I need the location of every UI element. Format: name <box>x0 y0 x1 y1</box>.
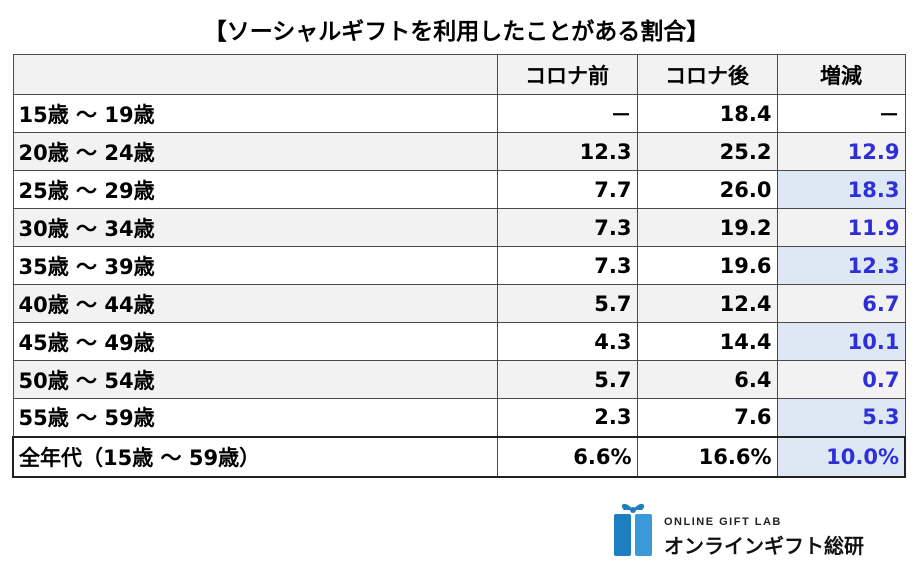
table-row: 40歳 ～ 44歳 5.7 12.4 6.7 <box>12 284 906 323</box>
after-value: 6.4 <box>636 360 778 399</box>
total-label: 全年代（15歳 ～ 59歳） <box>12 435 498 478</box>
after-value: 12.4 <box>636 284 778 323</box>
table-row: 35歳 ～ 39歳 7.3 19.6 12.3 <box>12 246 906 285</box>
diff-value: 5.3 <box>776 398 906 437</box>
after-value: 14.4 <box>636 322 778 361</box>
before-value: 7.3 <box>496 208 638 247</box>
brand-logo: ONLINE GIFT LAB オンラインギフト総研 <box>612 498 902 560</box>
before-value: 2.3 <box>496 398 638 437</box>
total-diff-value: 10.0% <box>776 435 906 478</box>
before-value: － <box>496 94 638 133</box>
table-row: 15歳 ～ 19歳－ 18.4 － <box>12 94 906 133</box>
row-label: 45歳 ～ 49歳 <box>12 322 498 361</box>
row-label: 40歳 ～ 44歳 <box>12 284 498 323</box>
header-cell-label <box>12 54 498 95</box>
after-value: 19.6 <box>636 246 778 285</box>
before-value: 5.7 <box>496 284 638 323</box>
before-value: 4.3 <box>496 322 638 361</box>
row-label: 30歳 ～ 34歳 <box>12 208 498 247</box>
after-value: 18.4 <box>636 94 778 133</box>
after-value: 25.2 <box>636 132 778 171</box>
table-row: 25歳 ～ 29歳 7.7 26.0 18.3 <box>12 170 906 209</box>
table-row: 50歳 ～ 54歳 5.7 6.4 0.7 <box>12 360 906 399</box>
before-value: 12.3 <box>496 132 638 171</box>
table-row: 30歳 ～ 34歳 7.3 19.2 11.9 <box>12 208 906 247</box>
after-value: 26.0 <box>636 170 778 209</box>
gift-box-icon <box>614 503 652 556</box>
diff-value: 12.3 <box>776 246 906 285</box>
row-label: 55歳 ～ 59歳 <box>12 398 498 437</box>
header-cell-diff: 増減 <box>776 54 906 95</box>
before-value: 7.7 <box>496 170 638 209</box>
table-row: 55歳 ～ 59歳 2.3 7.6 5.3 <box>12 398 906 437</box>
before-value: 7.3 <box>496 246 638 285</box>
chart-title: 【ソーシャルギフトを利用したことがある割合】 <box>203 19 710 45</box>
logo-japanese-text: オンラインギフト総研 <box>664 534 864 558</box>
table-row: 45歳 ～ 49歳 4.3 14.4 10.1 <box>12 322 906 361</box>
table-row: 20歳 ～ 24歳 12.3 25.2 12.9 <box>12 132 906 171</box>
diff-value: － <box>776 94 906 133</box>
diff-value: 12.9 <box>776 132 906 171</box>
after-value: 19.2 <box>636 208 778 247</box>
logo-english-text: ONLINE GIFT LAB <box>664 516 782 528</box>
diff-value: 6.7 <box>776 284 906 323</box>
header-row: コロナ前 コロナ後 増減 <box>12 54 906 95</box>
row-label: 50歳 ～ 54歳 <box>12 360 498 399</box>
total-before-value: 6.6% <box>496 435 638 478</box>
row-label: 20歳 ～ 24歳 <box>12 132 498 171</box>
before-value: 5.7 <box>496 360 638 399</box>
data-table: コロナ前 コロナ後 増減 15歳 ～ 19歳－ 18.4 － 20歳 ～ 24歳 12.… <box>12 54 906 478</box>
row-label: 35歳 ～ 39歳 <box>12 246 498 285</box>
row-label: 15歳 ～ 19歳 <box>12 94 498 133</box>
total-row: 全年代（15歳 ～ 59歳） 6.6% 16.6% 10.0% <box>12 435 906 478</box>
total-after-value: 16.6% <box>636 435 778 478</box>
header-cell-after: コロナ後 <box>636 54 778 95</box>
row-label: 25歳 ～ 29歳 <box>12 170 498 209</box>
diff-value: 18.3 <box>776 170 906 209</box>
diff-value: 0.7 <box>776 360 906 399</box>
header-cell-before: コロナ前 <box>496 54 638 95</box>
diff-value: 10.1 <box>776 322 906 361</box>
diff-value: 11.9 <box>776 208 906 247</box>
after-value: 7.6 <box>636 398 778 437</box>
